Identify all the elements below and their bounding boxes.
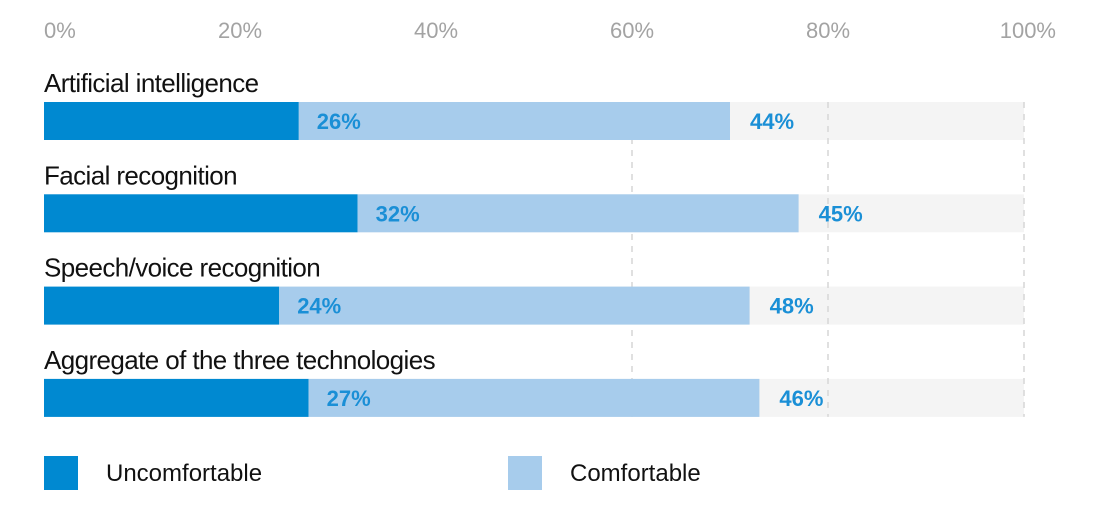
legend: Uncomfortable Comfortable [44,456,701,490]
legend-swatch-uncomfortable [44,456,78,490]
x-tick-label: 80% [806,18,850,43]
data-label-uncomfortable: 27% [327,386,371,411]
bar-uncomfortable [44,286,280,325]
legend-label-comfortable: Comfortable [570,460,701,487]
legend-label-uncomfortable: Uncomfortable [106,460,262,487]
x-tick-label: 20% [218,18,262,43]
x-axis-ticks: 0% 20% 40% 60% 80% 100% [44,18,1056,43]
data-label-comfortable: 46% [779,386,823,411]
bar-comfortable [357,194,799,233]
data-label-comfortable: 44% [750,109,794,134]
data-label-uncomfortable: 32% [376,201,420,226]
gridlines [631,102,1025,417]
category-label: Artificial intelligence [44,68,259,98]
bars [44,102,799,417]
bar-uncomfortable [44,378,309,417]
legend-swatch-comfortable [508,456,542,490]
bar-uncomfortable [44,194,358,233]
bar-comfortable [279,286,750,325]
x-tick-label: 0% [44,18,76,43]
category-label: Speech/voice recognition [44,253,320,283]
data-label-comfortable: 45% [819,201,863,226]
bar-comfortable [308,378,760,417]
data-label-comfortable: 48% [770,294,814,319]
data-label-uncomfortable: 24% [297,294,341,319]
bar-uncomfortable [44,102,299,140]
data-label-uncomfortable: 26% [317,109,361,134]
labels: Artificial intelligence 26% 44% Facial reco… [44,68,863,411]
category-label: Facial recognition [44,160,237,190]
bar-comfortable [298,102,730,140]
x-tick-label: 60% [610,18,654,43]
x-tick-label: 40% [414,18,458,43]
category-label: Aggregate of the three technologies [44,345,436,375]
x-tick-label: 100% [1000,18,1056,43]
